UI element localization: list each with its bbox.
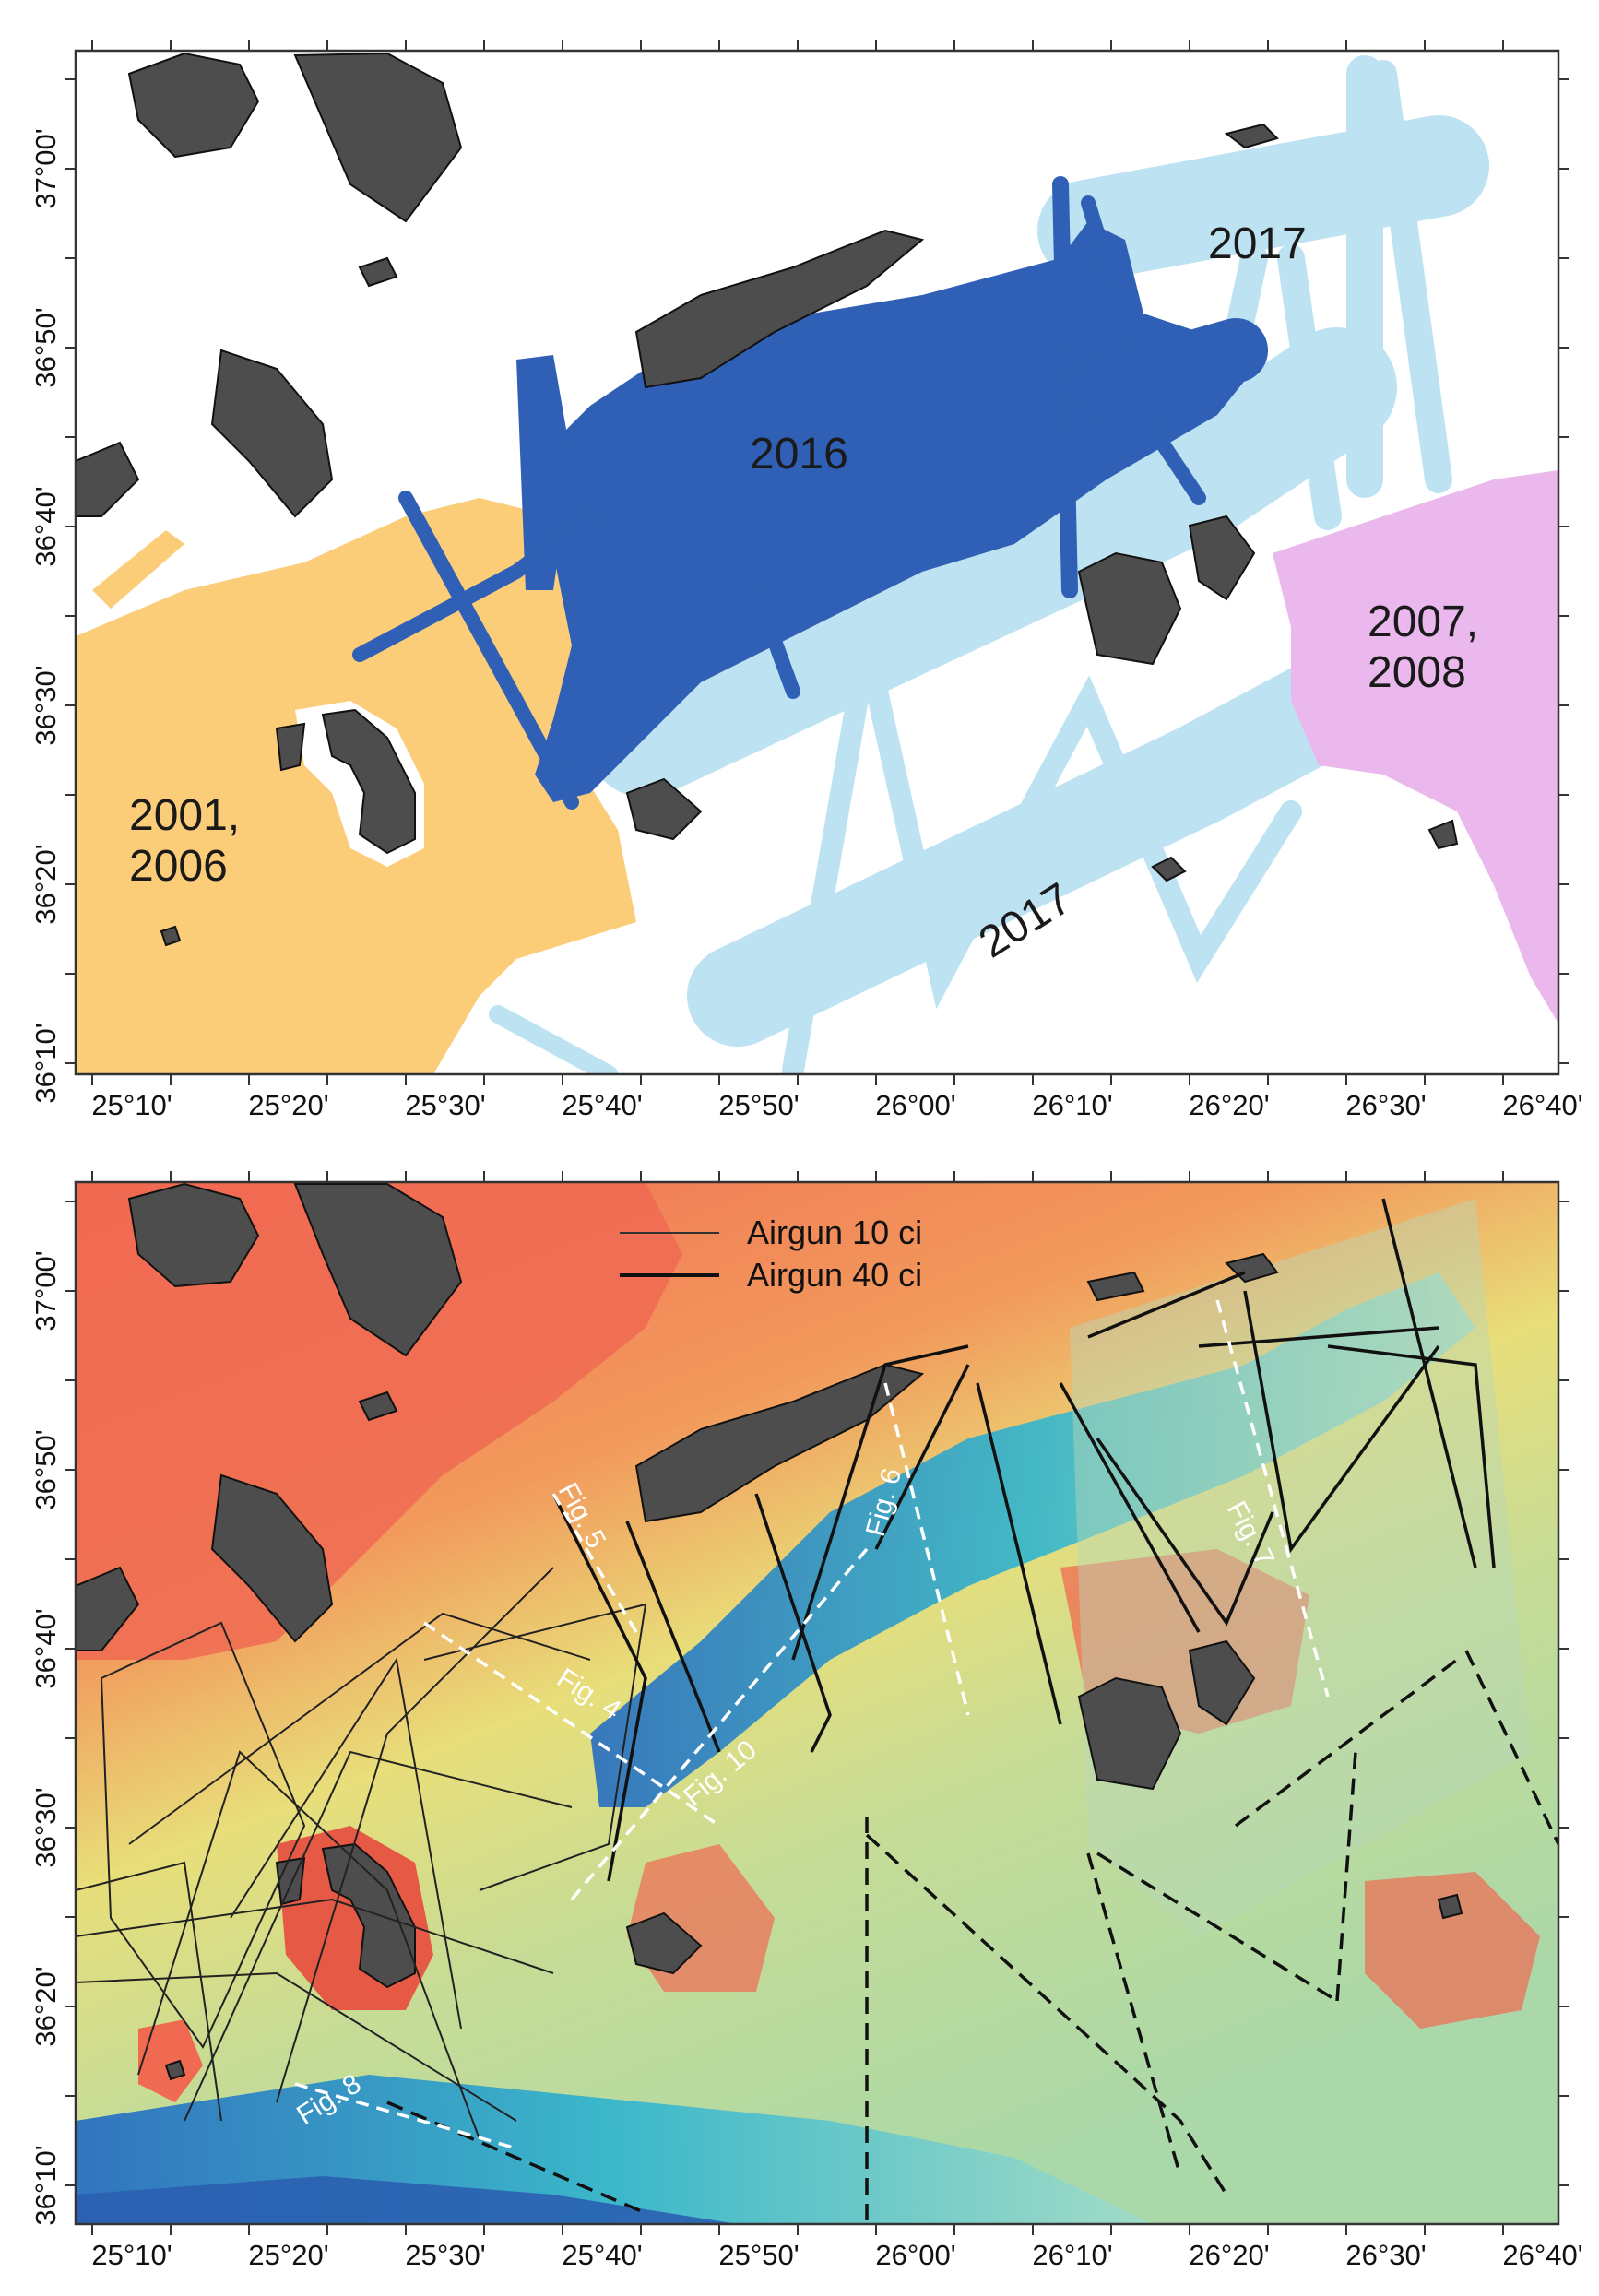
survey-label-2007-2008-line1: 2007,	[1368, 598, 1478, 646]
bottom-x-tick-label: 26°40'	[1502, 2239, 1582, 2271]
top-x-tick-label: 26°10'	[1032, 1089, 1112, 1121]
top-y-tick-label: 36°10'	[30, 1023, 62, 1103]
top-x-tick-label: 25°40'	[562, 1089, 642, 1121]
bottom-x-tick-label: 26°10'	[1032, 2239, 1112, 2271]
bottom-y-tick-label: 36°40'	[30, 1608, 62, 1688]
top-x-tick-label: 26°00'	[875, 1089, 955, 1121]
islands-top	[76, 52, 1459, 947]
survey-label-2001-2006-line2: 2006	[129, 842, 228, 891]
airgun-10ci-lines	[76, 1567, 647, 2140]
top-survey-coverage-map: 2001, 2006 2016 2017 2017 2007, 2008 25°…	[30, 40, 1583, 1121]
bottom-x-tick-label: 26°00'	[875, 2239, 955, 2271]
top-map-axes: 25°10' 25°20' 25°30' 25°40' 25°50' 26°00' 26°1…	[30, 40, 1583, 1121]
bottom-x-tick-label: 26°30'	[1345, 2239, 1426, 2271]
legend-label-10ci: Airgun 10 ci	[747, 1213, 922, 1251]
bottom-map-axes: 25°10' 25°20' 25°30' 25°40' 25°50' 26°00' 26°1…	[30, 1171, 1583, 2271]
top-x-tick-label: 25°20'	[248, 1089, 328, 1121]
dashed-survey-lines	[386, 1650, 1558, 2224]
bottom-y-tick-label: 37°00'	[30, 1250, 62, 1331]
bottom-x-tick-label: 25°40'	[562, 2239, 642, 2271]
bottom-x-tick-label: 25°50'	[718, 2239, 799, 2271]
santorini-bottom	[275, 1826, 433, 2010]
bottom-x-tick-label: 26°20'	[1189, 2239, 1269, 2271]
bottom-x-tick-label: 25°30'	[405, 2239, 485, 2271]
top-x-tick-label: 26°20'	[1189, 1089, 1269, 1121]
top-x-tick-label: 25°50'	[718, 1089, 799, 1121]
bottom-y-tick-label: 36°30'	[30, 1787, 62, 1867]
bottom-x-tick-label: 25°10'	[91, 2239, 172, 2271]
survey-label-2001-2006-line1: 2001,	[129, 791, 240, 840]
legend: Airgun 10 ci Airgun 40 ci	[620, 1213, 922, 1294]
survey-label-2017-upper: 2017	[1208, 219, 1307, 268]
santorini-top	[275, 701, 424, 867]
survey-label-2016: 2016	[750, 430, 848, 479]
bottom-bathymetry-map: Fig. 5 Fig. 4 Fig. 10 Fig. 6 Fig. 7 Fig.…	[30, 1171, 1583, 2271]
figure-lines	[294, 1299, 1330, 2150]
top-x-tick-label: 26°40'	[1502, 1089, 1582, 1121]
bottom-x-tick-label: 25°20'	[248, 2239, 328, 2271]
bottom-y-tick-label: 36°20'	[30, 1966, 62, 2046]
airgun-40ci-lines	[551, 1198, 1496, 1882]
top-y-tick-label: 36°50'	[30, 307, 62, 387]
coverage-2007-2008	[1273, 470, 1558, 1024]
legend-label-40ci: Airgun 40 ci	[747, 1256, 922, 1294]
survey-label-2007-2008-line2: 2008	[1368, 648, 1466, 697]
deep-basin	[590, 1272, 1475, 1807]
bottom-y-tick-label: 36°50'	[30, 1429, 62, 1509]
top-x-tick-label: 25°10'	[91, 1089, 172, 1121]
bottom-y-tick-label: 36°10'	[30, 2145, 62, 2225]
top-y-tick-label: 37°00'	[30, 128, 62, 208]
top-x-tick-label: 25°30'	[405, 1089, 485, 1121]
top-y-tick-label: 36°20'	[30, 844, 62, 924]
top-y-tick-label: 36°30'	[30, 665, 62, 745]
top-y-tick-label: 36°40'	[30, 486, 62, 566]
top-x-tick-label: 26°30'	[1345, 1089, 1426, 1121]
